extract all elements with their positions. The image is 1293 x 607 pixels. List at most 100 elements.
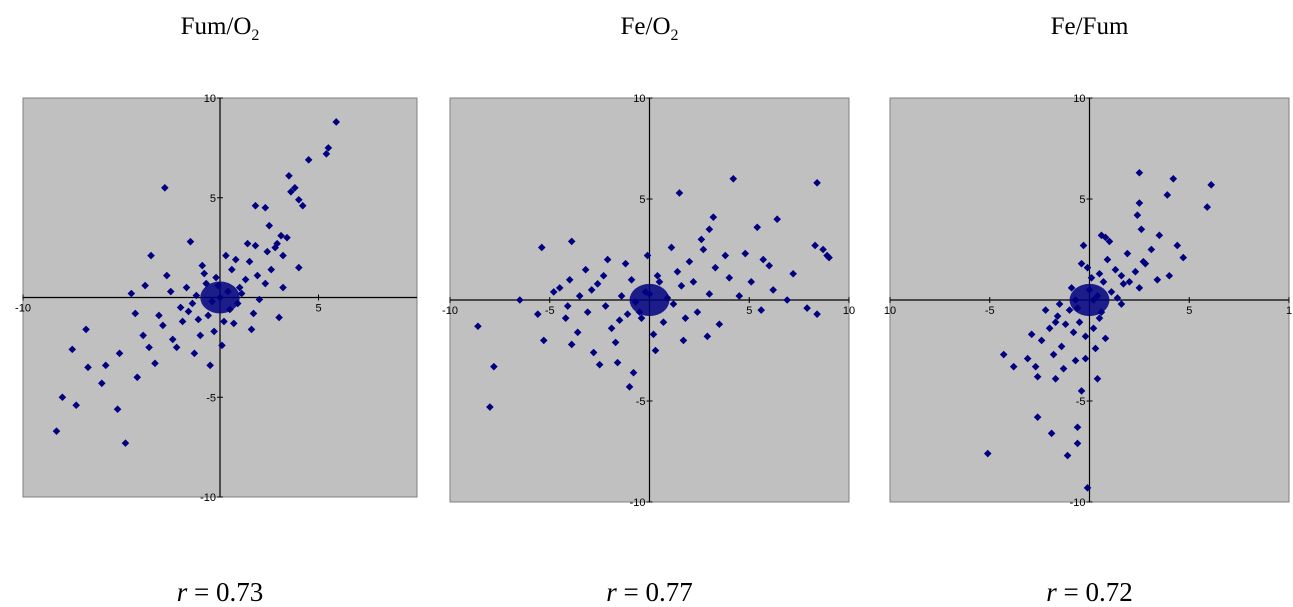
data-point [72,401,80,410]
data-point [803,304,811,312]
data-point [1135,168,1144,177]
data-point [216,293,224,302]
data-point [166,287,175,296]
panel-title: Fe/Fum [887,12,1292,42]
data-point [1097,308,1106,316]
r-symbol: r [606,577,617,607]
data-point [1119,280,1128,288]
data-point [490,362,498,371]
data-point [188,299,197,308]
x-tick-label: 1 [1286,305,1292,317]
data-point [1081,354,1090,363]
title-main: Fe/O [620,13,671,40]
data-point [1063,451,1072,460]
data-point [139,331,147,340]
data-point [1099,278,1108,286]
data-point [741,249,750,258]
data-point [539,336,548,345]
data-point [251,241,260,250]
data-point [101,361,110,370]
data-point [155,311,163,320]
data-point [1009,362,1018,371]
y-tick-label: -5 [206,392,216,404]
data-point [681,314,690,322]
data-point [210,327,218,336]
data-point [192,291,201,300]
scatter-plot: -10 -5 5 10 10 5 -5 -10 [442,93,855,509]
data-point [1165,271,1174,280]
y-tick-label: -5 [636,396,646,408]
data-point [224,287,232,296]
data-point [235,283,244,292]
x-tick-label: 10 [884,305,896,317]
data-point [1081,332,1090,341]
r-value: = 0.77 [616,577,693,607]
data-point [147,251,155,260]
data-point [1093,374,1102,383]
data-point [295,263,303,272]
scatter-panel-1: Fum/O2 -10 5 10 5 -5 -10 r = 0.73 [15,0,420,607]
data-point [182,283,191,292]
data-point [783,296,791,304]
data-point [811,241,819,250]
data-point [516,296,524,304]
data-point [1093,292,1102,300]
data-point [184,307,193,316]
data-point [82,325,90,334]
data-point [267,265,276,274]
data-point [759,255,768,264]
title-subscript: 2 [670,27,679,44]
data-point [1173,241,1182,250]
data-point [98,379,106,388]
y-tick-label: 10 [633,93,645,105]
data-point [190,349,199,358]
data-point [1111,265,1120,274]
data-point [295,195,303,204]
data-point [84,363,92,372]
data-point [765,261,773,270]
data-point [1179,253,1188,262]
y-tick-label: 5 [210,193,216,205]
data-point [735,292,744,300]
data-point [202,279,211,288]
x-tick-label: 5 [746,305,752,317]
data-point [659,318,668,327]
data-point [172,343,181,352]
data-point [697,235,706,244]
data-point [1095,269,1104,278]
data-point [611,338,620,347]
data-point [1049,350,1058,359]
point-cluster [629,283,670,317]
data-point [131,309,140,318]
data-point [675,189,684,197]
data-point [613,358,622,367]
data-point [555,284,564,292]
data-point [279,283,287,292]
data-point [581,265,590,274]
data-point [679,336,688,345]
data-point [699,245,708,254]
x-tick-label: -5 [985,305,995,317]
data-point [486,403,494,411]
data-point [1125,278,1134,286]
data-point [757,306,766,314]
data-point [1163,191,1172,199]
data-point [1045,324,1054,333]
data-point [279,251,287,260]
data-point [651,346,660,355]
data-point [703,332,712,341]
data-point [589,348,598,357]
data-point [567,340,576,349]
data-point [251,201,260,210]
data-point [161,183,169,192]
data-point [212,273,220,282]
x-tick-label: 10 [843,305,855,317]
data-point [583,308,592,316]
x-tick-label: -10 [442,305,458,317]
data-point [533,310,542,318]
data-point [1077,259,1086,268]
data-point [249,309,258,318]
data-point [621,259,630,268]
data-point [1089,296,1098,304]
data-point [233,299,242,308]
